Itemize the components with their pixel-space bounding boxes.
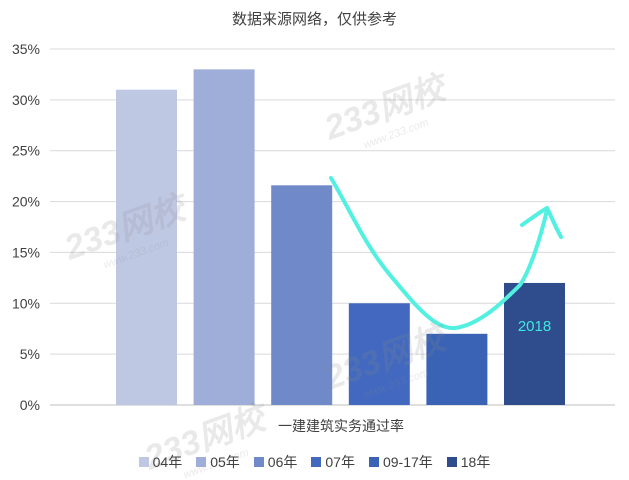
y-axis-ticks: 0% 5% 10% 15% 20% 25% 30% 35%	[12, 41, 40, 413]
y-tick-label: 35%	[12, 41, 40, 57]
chart-title: 数据来源网络，仅供参考	[231, 11, 397, 28]
legend: 04年 05年 06年 07年 09-17年 18年	[0, 452, 629, 472]
legend-swatch	[196, 457, 207, 467]
y-tick-label: 0%	[20, 397, 40, 413]
x-axis-label: 一建建筑实务通过率	[278, 418, 404, 434]
y-tick-label: 25%	[12, 143, 40, 159]
bar-07年	[348, 303, 410, 405]
legend-swatch	[311, 457, 322, 467]
legend-item: 04年	[138, 452, 183, 472]
bar-09-17年	[426, 333, 488, 405]
y-tick-label: 30%	[12, 92, 40, 108]
bar-06年	[271, 185, 333, 405]
legend-swatch	[253, 457, 264, 467]
legend-item: 09-17年	[368, 452, 433, 472]
annotations: 2018	[329, 176, 563, 335]
y-tick-label: 10%	[12, 295, 40, 311]
legend-swatch	[446, 457, 457, 467]
legend-label: 07年	[325, 454, 355, 470]
legend-label: 04年	[152, 454, 183, 470]
legend-swatch	[138, 457, 149, 467]
legend-item: 05年	[196, 452, 240, 472]
legend-label: 06年	[267, 454, 298, 470]
trend-arrowhead	[520, 206, 563, 239]
legend-label: 05年	[210, 454, 240, 470]
bar-04年	[116, 89, 177, 405]
y-tick-label: 20%	[12, 194, 40, 210]
bar-18年	[504, 282, 565, 405]
bar-05年	[193, 69, 255, 405]
y-tick-label: 15%	[12, 244, 40, 260]
trend-arrow	[329, 176, 549, 331]
legend-item: 18年	[446, 452, 491, 472]
legend-swatch	[368, 457, 379, 467]
y-tick-label: 5%	[20, 346, 40, 362]
legend-item: 07年	[311, 452, 355, 472]
bars	[116, 69, 565, 405]
legend-item: 06年	[253, 452, 298, 472]
legend-label: 18年	[460, 454, 491, 470]
legend-label: 09-17年	[382, 454, 433, 470]
bar-annotation-label: 2018	[518, 318, 551, 335]
